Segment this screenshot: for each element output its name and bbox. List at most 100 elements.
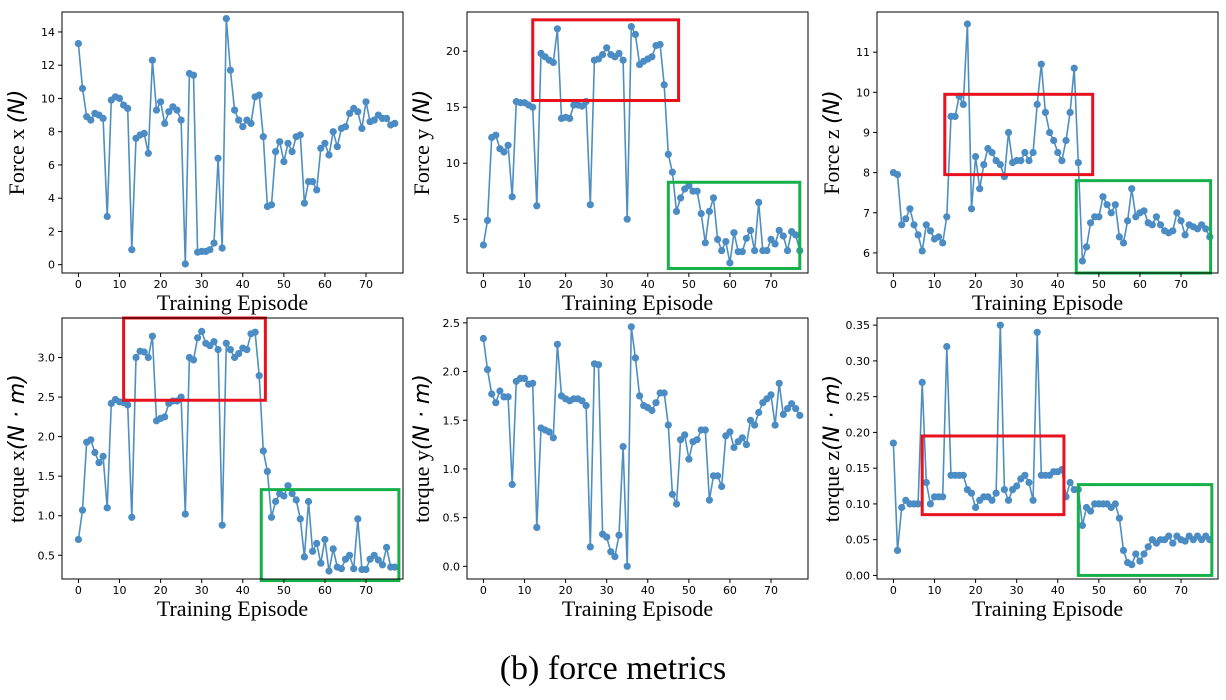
data-point [504,393,512,401]
data-point [648,406,656,415]
data-point [383,114,391,122]
plot-frame [876,317,1219,580]
data-point [533,202,541,210]
data-point [627,23,635,31]
data-point [681,431,689,439]
y-tick-label: 20 [446,45,460,58]
data-point [1037,60,1045,68]
data-point [775,226,783,234]
data-point [259,133,267,141]
data-point [103,504,111,512]
data-point [1025,478,1033,487]
data-point [1074,159,1082,167]
y-axis-label-unit: (N) [820,90,845,124]
x-tick-label: 20 [154,278,168,291]
data-point [664,150,672,158]
data-point [496,387,504,395]
x-tick-label: 70 [764,584,778,597]
data-point [235,116,243,124]
data-point [1041,108,1049,116]
data-point [214,346,222,354]
data-point [1021,471,1029,479]
data-point [177,116,185,124]
data-point [545,428,553,436]
data-point [755,198,763,206]
data-point [272,148,280,156]
data-point [362,98,370,106]
data-point [549,434,557,442]
data-point [902,215,910,223]
data-point [943,213,951,221]
data-point [198,327,206,335]
plot-frame [466,317,809,580]
data-point [272,497,280,506]
data-point [267,513,276,521]
y-tick-label: 6 [48,159,55,172]
data-point [549,58,557,66]
y-tick-label: 0.20 [846,426,871,439]
data-point [730,229,738,237]
y-axis-label-unit: (N) [5,90,30,124]
data-point [333,143,341,151]
data-point [714,472,722,480]
data-point [1111,500,1119,508]
x-tick-label: 70 [764,278,778,291]
data-point [1119,546,1128,555]
data-point [337,565,345,573]
x-axis-label: Training Episode [562,290,713,315]
data-point [354,108,362,116]
y-tick-label: 10 [41,92,55,105]
x-tick-label: 30 [195,584,209,597]
data-point [1165,532,1173,540]
y-axis-label-text: torque x [4,450,29,523]
data-point [239,123,247,131]
data-point [218,521,226,529]
data-point [1066,478,1074,487]
data-point [623,215,631,223]
data-point [922,221,930,229]
chart-panel-4: 0 10 20 30 40 50 60 70 0.5 1.0 1.5 2.0 2.5 3.0 Trainin… [4,316,404,621]
x-tick-label: 70 [359,584,373,597]
data-point [222,339,230,347]
data-point [103,212,111,221]
data-point [677,194,685,202]
data-point [313,539,321,548]
data-point [918,378,926,386]
data-point [972,503,980,512]
data-point [992,489,1000,497]
data-point [926,500,935,508]
data-point [1148,221,1156,229]
red-highlight-box [943,92,1095,177]
x-tick-label: 60 [723,278,737,291]
data-point [767,391,775,399]
data-point [779,232,787,240]
y-tick-label: 0.00 [846,569,871,582]
x-tick-label: 40 [236,278,250,291]
data-point [967,205,976,213]
x-tick-label: 50 [682,584,696,597]
data-point [189,71,198,79]
data-point [677,436,685,444]
data-point [74,40,82,48]
data-point [685,182,693,190]
data-point [115,94,124,102]
data-point [300,553,308,561]
data-point [1136,557,1144,565]
x-tick-label: 10 [113,278,127,291]
y-tick-label: 9 [863,126,870,139]
data-point [259,447,267,455]
data-point [226,66,234,74]
data-point [623,562,631,570]
y-axis-label: torque x(N · m) [4,374,30,523]
data-point [996,161,1004,169]
data-point [685,455,693,463]
data-point [898,503,906,512]
data-point [124,104,132,112]
data-point [1132,550,1140,558]
y-tick-label: 0 [48,259,55,272]
data-point [362,565,370,574]
data-point [1099,193,1107,201]
data-point [533,523,541,532]
data-point [231,106,239,114]
data-point [529,103,537,111]
